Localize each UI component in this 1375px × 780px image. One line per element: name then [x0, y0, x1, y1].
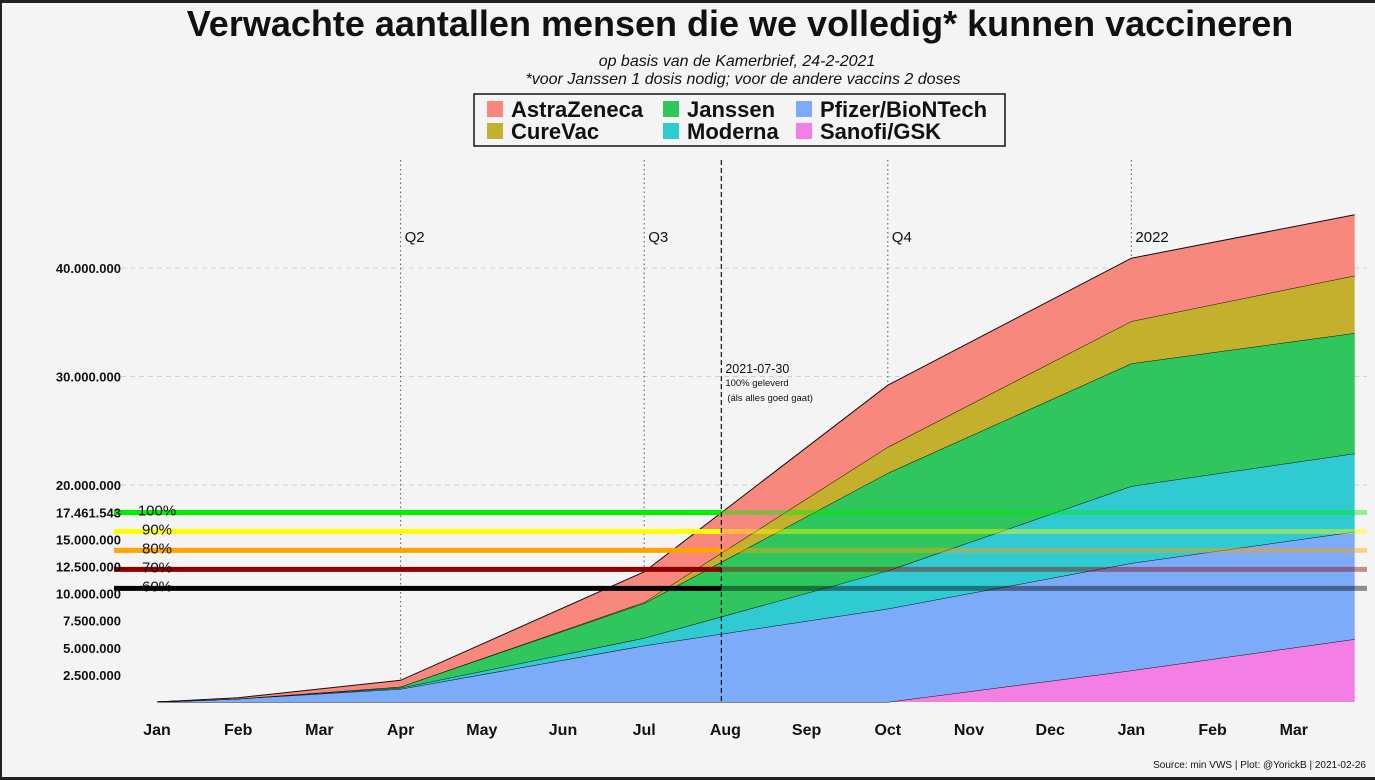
- legend: AstraZeneca Janssen Pfizer/BioNTech CureVac…: [473, 93, 1006, 147]
- threshold-label: 70%: [142, 559, 172, 576]
- y-tick-label: 17.461.543: [56, 506, 121, 521]
- x-tick-label: Apr: [387, 722, 415, 739]
- area-pfizer-biontech: [157, 531, 1355, 702]
- delivery-marker-note: 100% geleverd: [725, 378, 788, 389]
- frame-top-border: [0, 0, 1375, 3]
- x-tick-label: Nov: [954, 722, 984, 739]
- area-sanofi-gsk: [157, 639, 1355, 702]
- x-tick-label: Jan: [1118, 722, 1146, 739]
- legend-swatch: [796, 101, 812, 117]
- chart-title: Verwachte aantallen mensen die we volled…: [187, 3, 1293, 44]
- chart-subtitle: op basis van de Kamerbrief, 24-2-2021: [599, 53, 876, 70]
- legend-swatch: [487, 123, 503, 139]
- threshold-label: 90%: [142, 521, 172, 538]
- x-tick-label: Mar: [1280, 722, 1308, 739]
- x-tick-label: Oct: [874, 722, 901, 739]
- area-moderna: [157, 453, 1355, 702]
- y-tick-label: 40.000.000: [56, 261, 121, 276]
- x-tick-label: Feb: [1198, 722, 1227, 739]
- legend-label: Moderna: [687, 119, 779, 144]
- x-tick-label: May: [466, 722, 497, 739]
- legend-swatch: [663, 101, 679, 117]
- chart-subtitle-2: *voor Janssen 1 dosis nodig; voor de and…: [526, 71, 961, 88]
- y-tick-label: 10.000.000: [56, 587, 121, 602]
- quarter-label: Q4: [892, 229, 912, 246]
- delivery-marker-note: (áls alles goed gaat): [727, 393, 813, 404]
- x-tick-label: Dec: [1036, 722, 1065, 739]
- x-tick-label: Aug: [710, 722, 741, 739]
- y-tick-label: 12.500.000: [56, 559, 121, 574]
- threshold-label: 80%: [142, 540, 172, 557]
- frame-bottom-border: [0, 777, 1375, 780]
- legend-label: AstraZeneca: [511, 97, 644, 122]
- y-tick-label: 7.500.000: [63, 614, 121, 629]
- legend-box: [473, 93, 1006, 147]
- x-tick-label: Mar: [305, 722, 333, 739]
- y-tick-label: 15.000.000: [56, 532, 121, 547]
- x-tick-label: Jul: [633, 722, 656, 739]
- legend-swatch: [663, 123, 679, 139]
- legend-label: Pfizer/BioNTech: [820, 97, 987, 122]
- x-tick-label: Feb: [224, 722, 253, 739]
- legend-swatch: [796, 123, 812, 139]
- y-tick-label: 30.000.000: [56, 370, 121, 385]
- x-tick-label: Jun: [549, 722, 577, 739]
- legend-label: CureVac: [511, 119, 599, 144]
- threshold-label: 100%: [138, 503, 176, 520]
- quarter-label: 2022: [1135, 229, 1168, 246]
- y-tick-label: 5.000.000: [63, 641, 121, 656]
- area-janssen: [157, 333, 1355, 702]
- legend-label: Janssen: [687, 97, 775, 122]
- legend-label: Sanofi/GSK: [820, 119, 941, 144]
- frame-left-border: [0, 0, 2, 780]
- threshold-label: 60%: [142, 578, 172, 595]
- x-tick-label: Sep: [792, 722, 822, 739]
- y-tick-label: 2.500.000: [63, 668, 121, 683]
- quarter-label: Q3: [648, 229, 668, 246]
- legend-swatch: [487, 101, 503, 117]
- quarter-label: Q2: [405, 229, 425, 246]
- area-curevac: [157, 275, 1355, 702]
- delivery-marker-date: 2021-07-30: [725, 362, 789, 376]
- source-caption: Source: min VWS | Plot: @YorickB | 2021-…: [1153, 760, 1366, 771]
- x-tick-label: Jan: [143, 722, 171, 739]
- area-astrazeneca: [157, 214, 1355, 703]
- y-tick-label: 20.000.000: [56, 478, 121, 493]
